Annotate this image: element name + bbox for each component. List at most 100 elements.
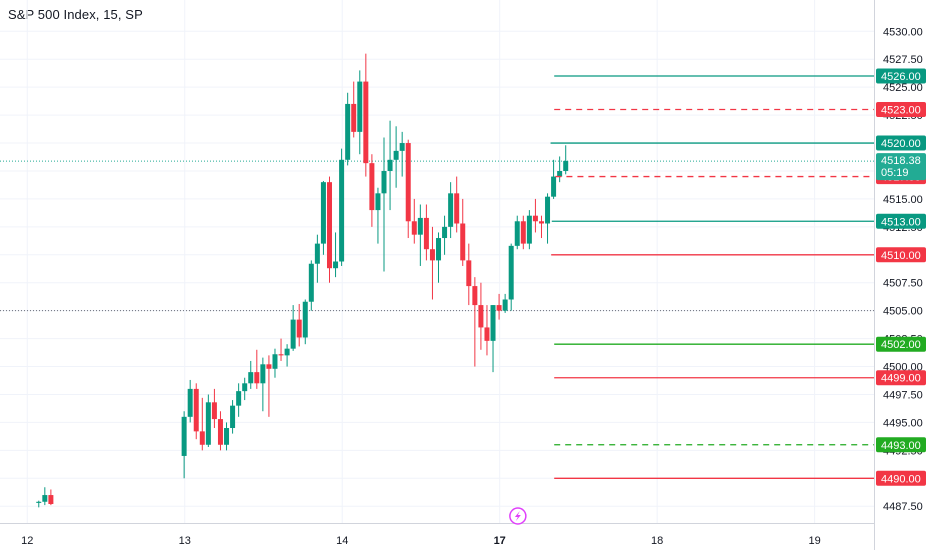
- level-price-label: 4520.00: [881, 138, 921, 150]
- candle-body[interactable]: [36, 501, 42, 503]
- candle-body[interactable]: [472, 286, 478, 306]
- candle-body[interactable]: [538, 221, 544, 224]
- level-price-tag: [876, 437, 926, 453]
- candle-body[interactable]: [224, 428, 230, 445]
- price-tick-label: 4505.00: [883, 306, 923, 318]
- candle-body[interactable]: [387, 159, 393, 171]
- current-price-label: 4518.38: [881, 155, 921, 167]
- candle-body[interactable]: [314, 243, 320, 264]
- candle-body[interactable]: [211, 402, 217, 420]
- level-price-tag: [876, 68, 926, 84]
- price-tick-label: 4495.00: [883, 417, 923, 429]
- candle-body[interactable]: [230, 405, 236, 429]
- candle-body[interactable]: [423, 217, 429, 250]
- candle-body[interactable]: [242, 383, 248, 392]
- candle-body[interactable]: [520, 221, 526, 244]
- candle-body[interactable]: [448, 193, 454, 227]
- candle-body[interactable]: [308, 263, 314, 302]
- candle-body[interactable]: [199, 431, 205, 445]
- candle-body[interactable]: [375, 193, 381, 211]
- level-price-tag: [876, 247, 926, 263]
- level-price-label: 4523.00: [881, 105, 921, 117]
- candle-body[interactable]: [333, 261, 339, 269]
- price-tick-label: 4515.00: [883, 194, 923, 206]
- candle-body[interactable]: [514, 221, 520, 246]
- candle-body[interactable]: [345, 103, 351, 160]
- candle-body[interactable]: [187, 388, 193, 417]
- candle-body[interactable]: [217, 419, 223, 445]
- level-price-label: 4510.00: [881, 250, 921, 262]
- candle-body[interactable]: [490, 305, 496, 341]
- candle-body[interactable]: [436, 238, 442, 261]
- level-price-label: 4526.00: [881, 71, 921, 83]
- candle-body[interactable]: [381, 170, 387, 194]
- candle-body[interactable]: [532, 215, 538, 222]
- candle-body[interactable]: [254, 372, 260, 384]
- candle-body[interactable]: [339, 159, 345, 262]
- lightning-glyph-icon: [514, 511, 521, 521]
- price-tick-label: 4525.00: [883, 82, 923, 94]
- candle-body[interactable]: [363, 81, 369, 164]
- candle-body[interactable]: [290, 319, 296, 349]
- time-tick-label: 18: [651, 535, 663, 547]
- price-tick-label: 4530.00: [883, 26, 923, 38]
- chart-title: S&P 500 Index, 15, SP: [8, 7, 143, 22]
- level-price-label: 4513.00: [881, 216, 921, 228]
- candle-body[interactable]: [466, 260, 472, 287]
- candle-body[interactable]: [302, 301, 308, 338]
- candle-body[interactable]: [181, 416, 187, 456]
- candle-body[interactable]: [526, 215, 532, 244]
- candle-body[interactable]: [502, 299, 508, 311]
- candle-body[interactable]: [405, 143, 411, 222]
- candle-body[interactable]: [460, 223, 466, 261]
- candle-body[interactable]: [351, 103, 357, 132]
- candle-body[interactable]: [508, 245, 514, 300]
- candle-body[interactable]: [357, 81, 363, 132]
- candle-body[interactable]: [411, 221, 417, 235]
- candle-body[interactable]: [266, 364, 272, 369]
- candle-body[interactable]: [484, 327, 490, 341]
- level-price-tag: [876, 336, 926, 352]
- candle-body[interactable]: [545, 196, 551, 224]
- level-price-tag: [876, 370, 926, 386]
- candle-body[interactable]: [326, 182, 332, 269]
- candle-body[interactable]: [248, 372, 254, 384]
- candle-body[interactable]: [454, 193, 460, 224]
- current-price-tag: [876, 153, 926, 181]
- candle-body[interactable]: [551, 176, 557, 197]
- candle-body[interactable]: [320, 182, 326, 244]
- candle-body[interactable]: [429, 249, 435, 261]
- level-price-label: 4490.00: [881, 473, 921, 485]
- candle-body[interactable]: [442, 226, 448, 239]
- candle-body[interactable]: [557, 170, 563, 177]
- candle-body[interactable]: [496, 305, 502, 311]
- candle-body[interactable]: [193, 388, 199, 432]
- candle-body[interactable]: [369, 163, 375, 211]
- countdown-label: 05:19: [881, 167, 909, 179]
- candle-body[interactable]: [296, 319, 302, 338]
- candle-body[interactable]: [205, 402, 211, 445]
- candle-body[interactable]: [278, 354, 284, 356]
- candle-body[interactable]: [417, 217, 423, 235]
- candle-body[interactable]: [393, 150, 399, 160]
- candle-body[interactable]: [236, 391, 242, 406]
- candle-body[interactable]: [48, 495, 54, 505]
- level-price-tag: [876, 102, 926, 118]
- time-tick-label: 12: [21, 535, 33, 547]
- level-price-label: 4502.00: [881, 339, 921, 351]
- candle-body[interactable]: [260, 364, 266, 384]
- candle-body[interactable]: [563, 160, 569, 171]
- candle-body[interactable]: [42, 495, 48, 502]
- candle-body[interactable]: [399, 143, 405, 151]
- level-price-tag: [876, 470, 926, 486]
- candle-body[interactable]: [272, 354, 278, 369]
- candle-body[interactable]: [284, 348, 290, 356]
- time-tick-label: 13: [179, 535, 191, 547]
- level-price-tag: [876, 135, 926, 151]
- candle-body[interactable]: [478, 305, 484, 328]
- price-tick-label: 4487.50: [883, 501, 923, 513]
- time-tick-label: 14: [336, 535, 348, 547]
- time-tick-label: 17: [494, 535, 506, 547]
